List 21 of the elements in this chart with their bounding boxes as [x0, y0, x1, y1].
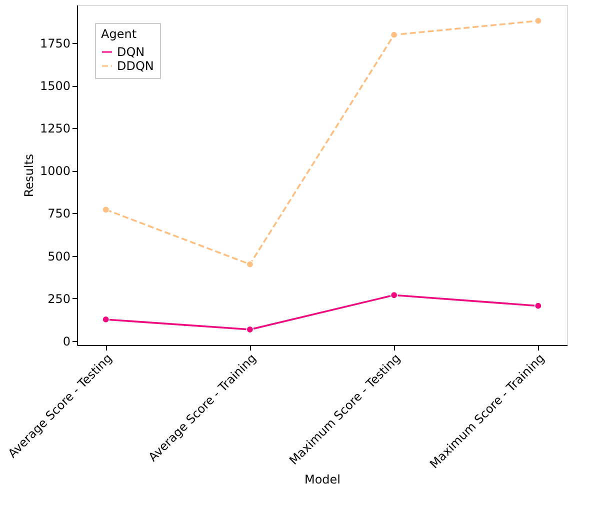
point — [102, 206, 110, 214]
point — [246, 326, 254, 334]
y-tick-label: 1500 — [40, 79, 70, 94]
y-axis-title: Results — [22, 154, 36, 198]
legend-label: DQN — [117, 45, 145, 59]
point — [534, 302, 542, 310]
y-tick-label: 250 — [48, 292, 70, 306]
y-tick-label: 1000 — [40, 164, 70, 178]
y-tick-label: 0 — [62, 334, 70, 348]
y-tick-label: 750 — [48, 206, 70, 221]
point — [102, 316, 110, 324]
point — [534, 17, 542, 25]
point — [390, 291, 398, 299]
x-axis-title: Model — [304, 472, 341, 486]
y-tick-label: 1250 — [40, 122, 70, 136]
legend-title: Agent — [101, 27, 137, 41]
point — [246, 260, 254, 268]
y-tick-label: 500 — [48, 249, 70, 264]
point — [390, 31, 398, 39]
legend-label: DDQN — [117, 59, 154, 73]
y-tick-label: 1750 — [40, 36, 70, 50]
